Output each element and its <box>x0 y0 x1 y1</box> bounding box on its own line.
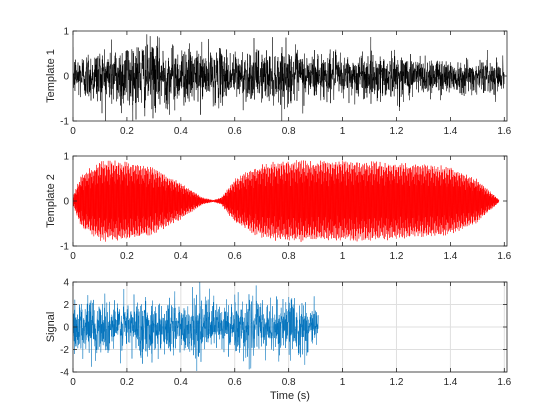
x-tick-label: 1.2 <box>390 377 404 388</box>
x-tick-label: 0.2 <box>120 126 134 137</box>
x-tick-label: 1 <box>340 126 346 137</box>
y-tick-label: -2 <box>60 345 69 356</box>
x-tick-label: 0.8 <box>282 126 296 137</box>
x-tick-label: 0.4 <box>174 126 188 137</box>
series-line <box>73 34 505 121</box>
x-tick-label: 1 <box>340 251 346 262</box>
subplot-3: 0 0.2 0.4 0.6 0.8 1 1.2 1.4 1.6 -4 -2 0 2 4 Signal <box>45 278 512 389</box>
x-tick-label: 0 <box>70 126 76 137</box>
x-tick-label: 0.6 <box>228 126 242 137</box>
y-tick-label: 1 <box>63 27 69 38</box>
x-tick-label: 0.6 <box>228 251 242 262</box>
x-tick-label: 1.2 <box>390 251 404 262</box>
x-tick-label: 0.6 <box>228 377 242 388</box>
x-tick-label: 1.4 <box>443 377 457 388</box>
x-tick-label: 1.6 <box>497 126 511 137</box>
y-tick-label: 2 <box>63 300 69 311</box>
y-tick-label: -1 <box>60 117 69 128</box>
x-tick-label: 0.2 <box>120 251 134 262</box>
x-tick-label: 0 <box>70 251 76 262</box>
series-line <box>73 282 319 371</box>
x-tick-label: 1.4 <box>443 251 457 262</box>
y-tick-label: 1 <box>63 152 69 163</box>
y-tick-label: 4 <box>63 278 69 289</box>
y-tick-label: 0 <box>63 197 69 208</box>
y-axis-label: Signal <box>45 312 57 343</box>
x-tick-label: 0.8 <box>282 251 296 262</box>
x-tick-label: 0.8 <box>282 377 296 388</box>
x-tick-label: 0.4 <box>174 251 188 262</box>
y-tick-label: -4 <box>60 368 69 379</box>
x-tick-label: 1.6 <box>497 251 511 262</box>
y-tick-label: -1 <box>60 242 69 253</box>
x-tick-label: 1.6 <box>497 377 511 388</box>
x-tick-label: 1 <box>340 377 346 388</box>
x-axis-label: Time (s) <box>270 390 310 402</box>
y-axis-label: Template 1 <box>45 49 57 103</box>
series-line <box>73 160 500 242</box>
y-tick-label: 0 <box>63 323 69 334</box>
y-axis-label: Template 2 <box>45 174 57 228</box>
x-tick-label: 0.2 <box>120 377 134 388</box>
x-tick-label: 1.4 <box>443 126 457 137</box>
y-tick-label: 0 <box>63 72 69 83</box>
x-tick-label: 0 <box>70 377 76 388</box>
x-tick-label: 0.4 <box>174 377 188 388</box>
x-tick-label: 1.2 <box>390 126 404 137</box>
